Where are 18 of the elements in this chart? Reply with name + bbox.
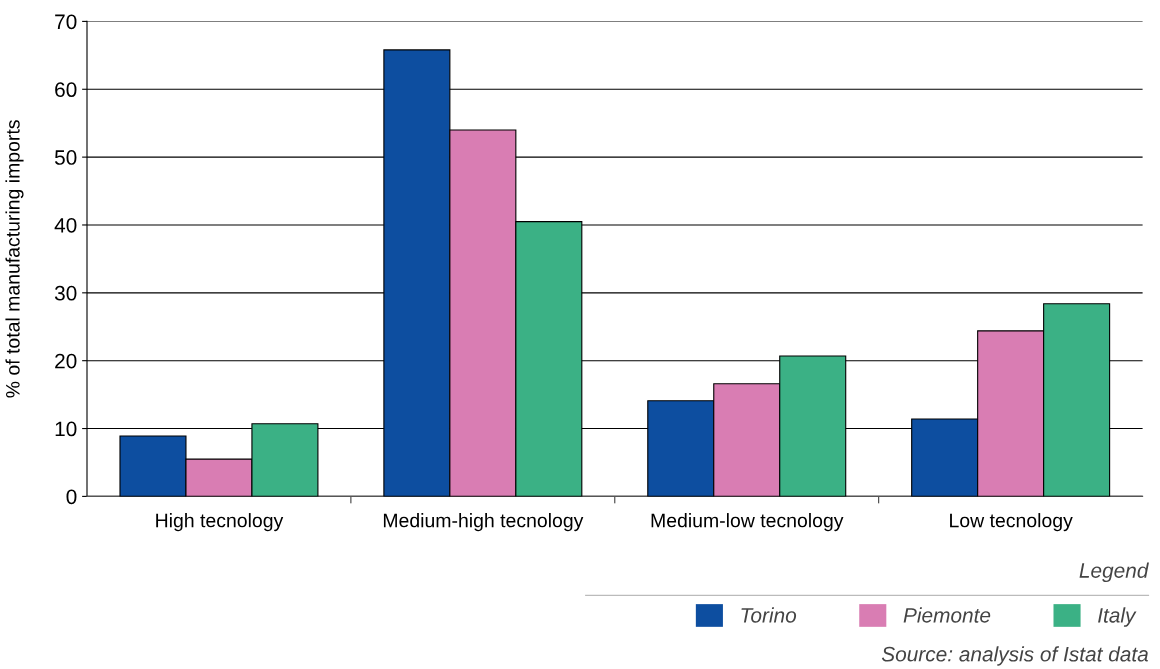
y-axis-title: % of total manufacturing imports (5, 120, 24, 398)
x-tick-label: Low tecnology (950, 513, 1073, 532)
y-tick-label: 0 (66, 489, 77, 505)
x-tick-label: Medium-high tecnology (383, 513, 584, 532)
x-tick-label: Medium-low tecnology (651, 513, 844, 532)
y-tick-label: 70 (55, 14, 77, 30)
y-tick-label: 50 (54, 150, 77, 165)
source-note: Source: analysis of Istat data (881, 646, 1149, 666)
y-tick-label: 30 (54, 285, 77, 301)
y-tick-label: 40 (54, 217, 77, 233)
legend-label: Italy (1098, 607, 1137, 627)
y-tick-label: 10 (55, 421, 77, 437)
y-tick-label: 20 (55, 353, 77, 369)
x-tick-label: High tecnology (156, 513, 284, 532)
legend-label: Torino (741, 607, 797, 623)
y-tick-label: 60 (55, 82, 77, 98)
legend-title: Legend (1079, 562, 1149, 583)
legend-label: Piemonte (903, 607, 991, 623)
